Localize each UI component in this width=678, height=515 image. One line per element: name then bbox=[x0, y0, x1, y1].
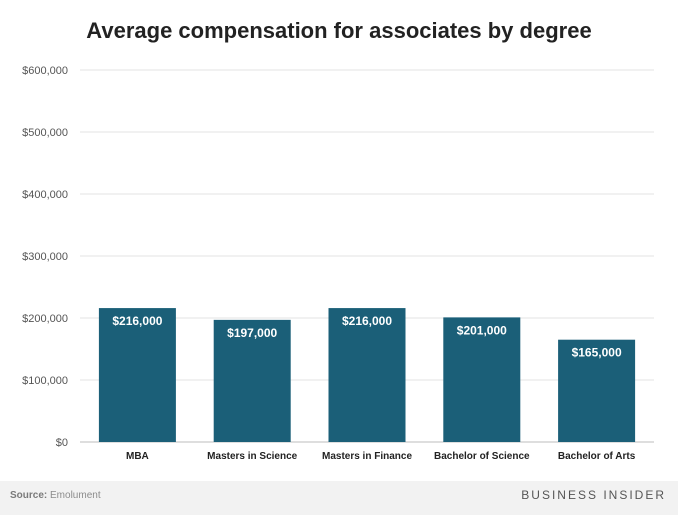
bar bbox=[328, 308, 406, 442]
source-label: Source: bbox=[10, 490, 48, 501]
x-axis-tick-labels: MBA Masters in Science Masters in Finance B… bbox=[126, 451, 636, 462]
bar-value-label: $201,000 bbox=[457, 323, 507, 337]
y-tick-label: $300,000 bbox=[22, 251, 68, 263]
x-tick-label: Masters in Finance bbox=[322, 451, 412, 462]
y-tick-label: $400,000 bbox=[22, 189, 68, 201]
chart-title: Average compensation for associates by d… bbox=[86, 18, 592, 43]
y-tick-label: $200,000 bbox=[22, 313, 68, 325]
bar bbox=[98, 308, 176, 442]
y-tick-label: $600,000 bbox=[22, 65, 68, 77]
bar-value-label: $197,000 bbox=[227, 326, 277, 340]
y-tick-label: $0 bbox=[56, 437, 68, 449]
y-tick-label: $100,000 bbox=[22, 375, 68, 387]
x-tick-label: Masters in Science bbox=[207, 451, 297, 462]
source-text: Emolument bbox=[50, 490, 101, 501]
y-axis-tick-labels: $0 $100,000 $200,000 $300,000 $400,000 $500,0… bbox=[22, 65, 68, 449]
x-tick-label: Bachelor of Arts bbox=[558, 451, 636, 462]
bar-chart: $0 $100,000 $200,000 $300,000 $400,000 $500,0… bbox=[22, 65, 654, 462]
bar-value-label: $216,000 bbox=[342, 314, 392, 328]
bar bbox=[213, 319, 291, 442]
bar bbox=[443, 317, 521, 442]
bar-value-label: $216,000 bbox=[112, 314, 162, 328]
bars: $216,000 $197,000 $216,000 $201,000 $165,000 bbox=[98, 308, 636, 442]
bar-value-label: $165,000 bbox=[572, 346, 622, 360]
source-note: Source: Emolument bbox=[10, 490, 101, 501]
bar bbox=[558, 339, 636, 442]
footer: Source: Emolument BUSINESS INSIDER bbox=[0, 481, 678, 515]
x-tick-label: MBA bbox=[126, 451, 149, 462]
brand-logo-text: BUSINESS INSIDER bbox=[521, 488, 666, 502]
x-tick-label: Bachelor of Science bbox=[434, 451, 530, 462]
y-tick-label: $500,000 bbox=[22, 127, 68, 139]
